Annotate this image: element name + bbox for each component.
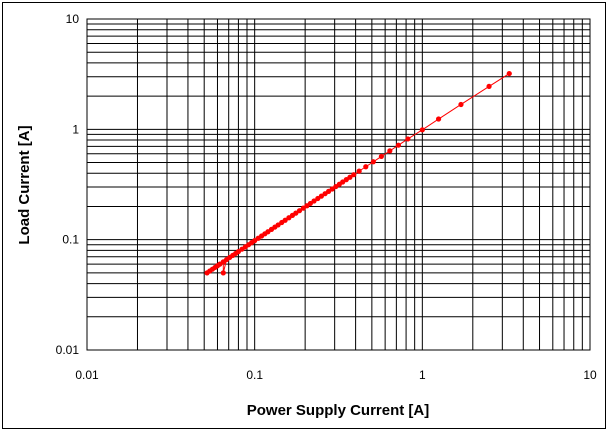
chart-frame: 0.01 0.1 1 10 0.01 0.1 1 10 Power Supply Curre… xyxy=(2,2,606,429)
data-point xyxy=(378,153,385,160)
log-log-chart: 0.01 0.1 1 10 0.01 0.1 1 10 Power Supply Curre… xyxy=(16,12,597,419)
x-tick-label: 1 xyxy=(419,368,426,382)
x-tick-label: 0.01 xyxy=(75,368,99,382)
data-point xyxy=(282,217,288,223)
y-axis-title: Load Current [A] xyxy=(16,125,33,244)
data-point xyxy=(395,142,402,148)
data-point xyxy=(220,270,226,276)
data-point xyxy=(351,172,357,178)
data-point xyxy=(387,148,393,154)
data-point xyxy=(296,208,303,214)
data-point xyxy=(363,164,369,170)
data-point xyxy=(347,174,353,180)
y-tick-labels: 0.01 0.1 1 10 xyxy=(56,12,80,357)
data-point xyxy=(370,159,376,165)
data-point xyxy=(435,116,442,122)
data-point xyxy=(405,136,411,142)
x-tick-label: 0.1 xyxy=(246,368,263,382)
x-tick-labels: 0.01 0.1 1 10 xyxy=(75,368,597,382)
y-tick-label: 1 xyxy=(72,122,79,136)
x-tick-label: 10 xyxy=(583,368,597,382)
x-axis-title: Power Supply Current [A] xyxy=(247,402,430,419)
y-tick-label: 0.01 xyxy=(56,343,80,357)
data-point xyxy=(329,186,335,192)
y-tick-label: 10 xyxy=(66,12,80,26)
grid-lines xyxy=(87,19,590,350)
plot-area-border xyxy=(86,18,591,351)
series-layer xyxy=(204,70,512,276)
data-point xyxy=(486,83,492,89)
data-point xyxy=(356,168,362,174)
data-point xyxy=(419,127,425,133)
data-point xyxy=(458,101,464,108)
y-tick-label: 0.1 xyxy=(62,233,79,247)
data-point xyxy=(506,70,512,77)
data-point xyxy=(318,193,324,199)
data-point xyxy=(311,198,317,204)
